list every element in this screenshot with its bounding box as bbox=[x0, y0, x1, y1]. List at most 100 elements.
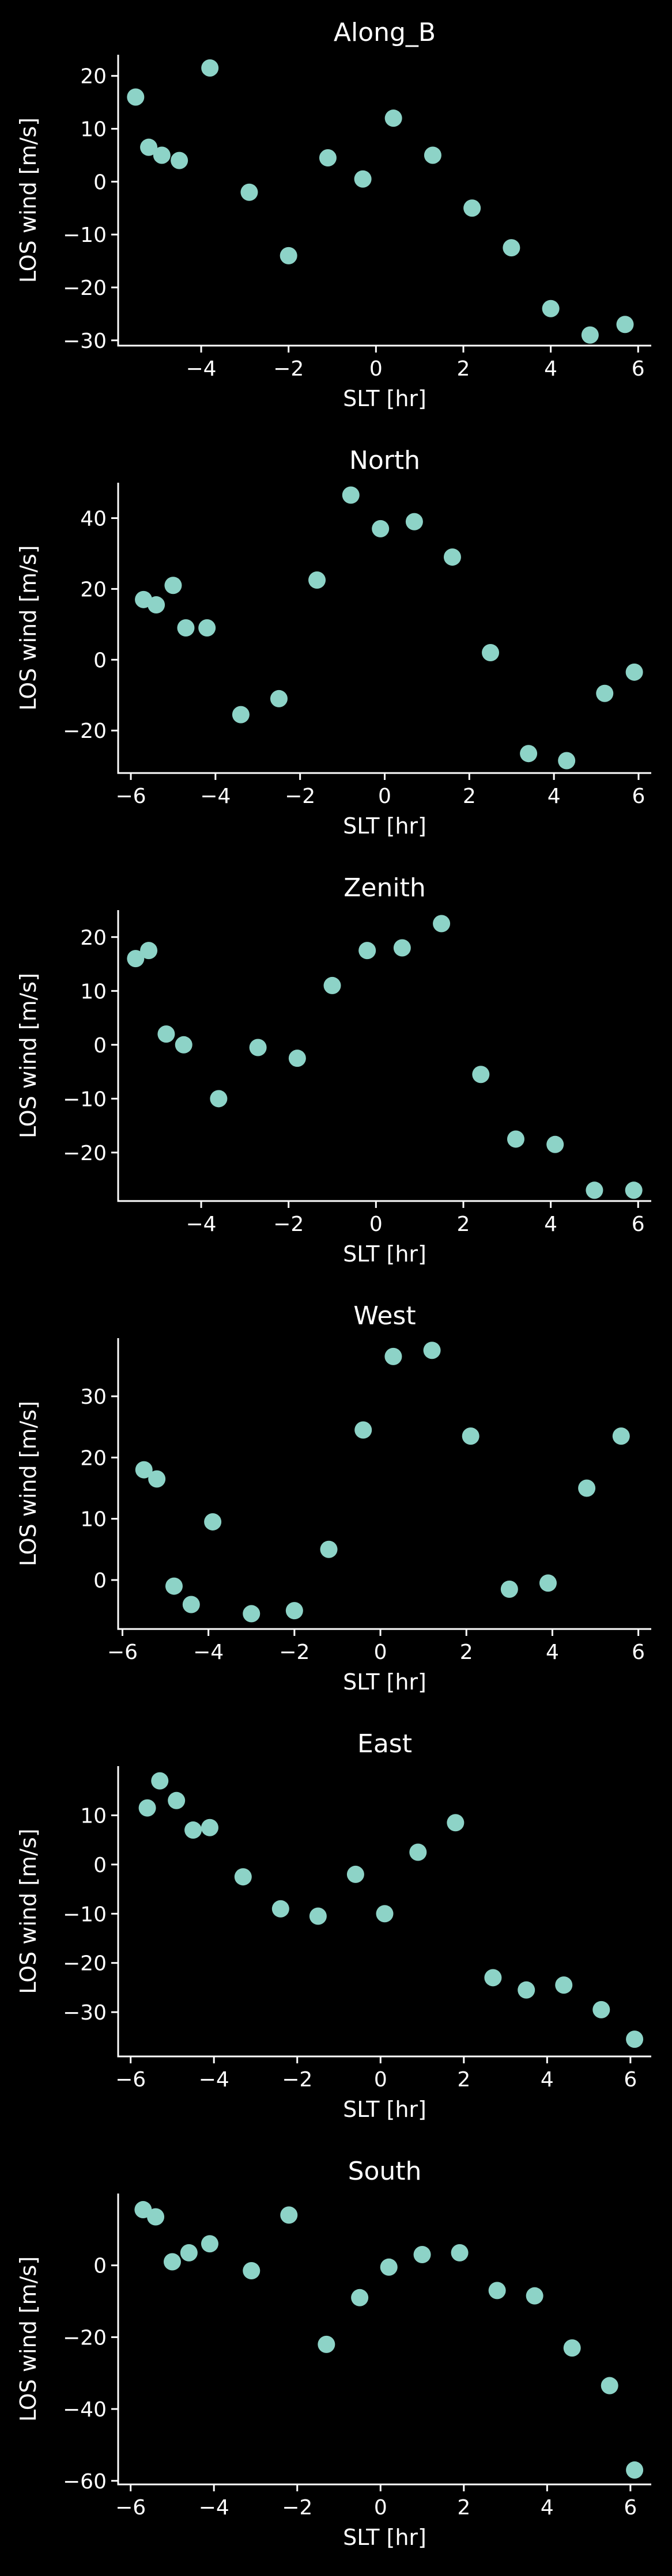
y-tick-label: 10 bbox=[80, 1804, 107, 1828]
data-point bbox=[518, 1981, 535, 1999]
x-tick-label: 2 bbox=[463, 785, 476, 808]
chart-title: Zenith bbox=[343, 873, 425, 903]
y-tick-label: 0 bbox=[93, 2255, 107, 2278]
data-point bbox=[612, 1427, 630, 1445]
y-tick-label: −10 bbox=[63, 1088, 107, 1111]
y-tick-label: −20 bbox=[63, 1142, 107, 1165]
x-tick-label: 0 bbox=[378, 785, 391, 808]
data-point bbox=[177, 619, 195, 637]
y-tick-label: 0 bbox=[93, 171, 107, 194]
data-point bbox=[127, 88, 145, 106]
data-point bbox=[596, 684, 614, 702]
data-point bbox=[135, 1461, 153, 1479]
data-point bbox=[625, 1181, 643, 1199]
x-tick-label: 6 bbox=[624, 2068, 637, 2092]
data-point bbox=[319, 149, 337, 167]
data-point bbox=[210, 1090, 228, 1108]
y-tick-label: −40 bbox=[63, 2398, 107, 2422]
data-point bbox=[555, 1976, 573, 1994]
x-tick-label: 4 bbox=[541, 2496, 554, 2520]
x-axis-label: SLT [hr] bbox=[343, 2097, 426, 2122]
x-tick-label: 2 bbox=[457, 1213, 470, 1236]
data-point bbox=[626, 2031, 644, 2048]
data-point bbox=[323, 976, 341, 994]
y-axis-label: LOS wind [m/s] bbox=[16, 1828, 41, 1994]
data-point bbox=[201, 2235, 218, 2253]
data-point bbox=[578, 1479, 596, 1497]
x-tick-label: −2 bbox=[273, 1213, 304, 1236]
x-tick-label: −4 bbox=[199, 2496, 229, 2520]
data-point bbox=[451, 2244, 469, 2261]
y-tick-label: 20 bbox=[80, 65, 107, 89]
data-point bbox=[423, 1342, 441, 1359]
y-tick-label: 40 bbox=[80, 507, 107, 531]
y-tick-label: 10 bbox=[80, 1508, 107, 1532]
y-tick-label: 10 bbox=[80, 118, 107, 142]
data-point bbox=[376, 1905, 394, 1923]
data-point bbox=[463, 199, 481, 217]
x-tick-label: 0 bbox=[374, 2068, 387, 2092]
y-tick-label: 20 bbox=[80, 926, 107, 950]
data-point bbox=[539, 1574, 557, 1592]
data-point bbox=[171, 151, 188, 169]
data-point bbox=[520, 745, 538, 763]
x-tick-label: −6 bbox=[115, 2496, 146, 2520]
y-tick-label: 0 bbox=[93, 1569, 107, 1593]
data-point bbox=[153, 146, 171, 164]
data-point bbox=[482, 644, 500, 662]
data-point bbox=[240, 183, 258, 201]
data-point bbox=[148, 1470, 166, 1488]
data-point bbox=[503, 239, 520, 257]
data-point bbox=[201, 59, 219, 77]
y-axis-label: LOS wind [m/s] bbox=[16, 118, 41, 283]
x-axis-label: SLT [hr] bbox=[343, 1669, 426, 1695]
data-point bbox=[488, 2282, 506, 2300]
x-tick-label: 0 bbox=[374, 1641, 387, 1664]
y-tick-label: 30 bbox=[80, 1385, 107, 1409]
data-point bbox=[243, 1605, 261, 1623]
data-point bbox=[280, 2206, 298, 2224]
x-tick-label: −2 bbox=[273, 357, 304, 381]
data-point bbox=[443, 548, 461, 566]
data-point bbox=[472, 1066, 490, 1084]
data-point bbox=[182, 1596, 200, 1613]
data-point bbox=[346, 1865, 364, 1883]
y-tick-label: 0 bbox=[93, 1034, 107, 1058]
data-point bbox=[288, 1050, 306, 1067]
y-tick-label: 0 bbox=[93, 1854, 107, 1877]
y-tick-label: −10 bbox=[63, 1903, 107, 1926]
x-tick-label: 2 bbox=[457, 2068, 470, 2092]
data-point bbox=[163, 2253, 181, 2271]
y-tick-label: −10 bbox=[63, 223, 107, 247]
x-tick-label: −4 bbox=[200, 785, 231, 808]
data-point bbox=[234, 1868, 252, 1886]
data-point bbox=[201, 1819, 218, 1836]
x-tick-label: 2 bbox=[457, 357, 470, 381]
x-tick-label: 0 bbox=[369, 1213, 383, 1236]
data-point bbox=[358, 942, 376, 960]
x-tick-label: −2 bbox=[282, 2496, 312, 2520]
x-tick-label: 4 bbox=[544, 357, 557, 381]
x-axis-label: SLT [hr] bbox=[343, 1241, 426, 1267]
x-tick-label: −4 bbox=[199, 2068, 229, 2092]
data-point bbox=[484, 1969, 502, 1987]
data-point bbox=[198, 619, 216, 637]
data-point bbox=[507, 1130, 524, 1148]
data-point bbox=[384, 1347, 402, 1365]
x-tick-label: −2 bbox=[279, 1641, 309, 1664]
panel-west: West −6 −4 −2 0 2 4 6 0 10 20 30 SLT [hr] LOS wind [m… bbox=[16, 1301, 651, 1695]
y-tick-label: 20 bbox=[80, 578, 107, 601]
data-point bbox=[180, 2244, 198, 2261]
data-point bbox=[280, 247, 297, 264]
data-point bbox=[462, 1427, 480, 1445]
y-tick-label: 10 bbox=[80, 980, 107, 1003]
data-point bbox=[138, 1799, 156, 1817]
y-tick-label: 0 bbox=[93, 649, 107, 672]
x-tick-label: 4 bbox=[544, 1213, 557, 1236]
data-point bbox=[271, 1900, 289, 1918]
data-point bbox=[354, 1421, 372, 1439]
